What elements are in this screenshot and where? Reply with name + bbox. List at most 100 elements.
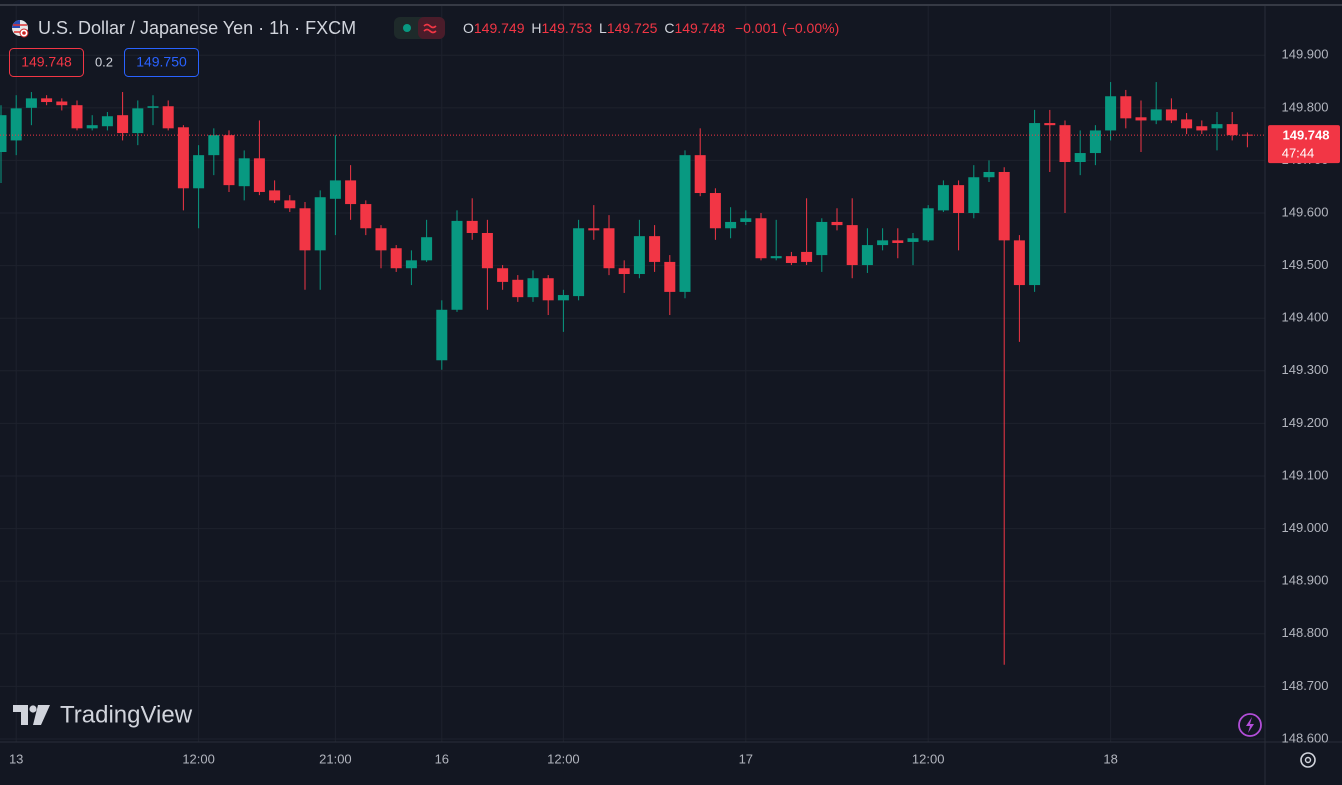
candle-body bbox=[10, 108, 22, 141]
candle-body bbox=[177, 127, 189, 189]
ohlc-letter: H bbox=[531, 20, 541, 36]
candle-body bbox=[208, 135, 220, 156]
candle-body bbox=[1150, 109, 1162, 121]
y-tick-label: 148.800 bbox=[1282, 625, 1329, 640]
x-tick-label: 12:00 bbox=[547, 751, 580, 766]
candle-body bbox=[573, 228, 585, 297]
candle-body bbox=[481, 232, 493, 269]
bid-box[interactable] bbox=[9, 48, 84, 77]
x-tick-label: 12:00 bbox=[182, 751, 215, 766]
candle-body bbox=[101, 116, 113, 127]
candle-body bbox=[725, 221, 737, 229]
x-tick-label: 16 bbox=[435, 751, 449, 766]
candle-body bbox=[907, 238, 919, 242]
candle-body bbox=[527, 278, 539, 298]
candle-body bbox=[603, 228, 615, 269]
candle-body bbox=[253, 158, 265, 192]
candle-body bbox=[861, 245, 873, 266]
candle-body bbox=[1089, 130, 1101, 154]
y-tick-label: 148.700 bbox=[1282, 678, 1329, 693]
candle-body bbox=[1120, 96, 1132, 119]
candle-body bbox=[892, 240, 904, 243]
candle-body bbox=[968, 177, 980, 214]
candle-body bbox=[1135, 117, 1147, 121]
ohlc-value: 149.749 bbox=[474, 20, 525, 36]
candle-body bbox=[0, 115, 7, 152]
candle-body bbox=[588, 228, 600, 231]
candle-body bbox=[557, 295, 569, 301]
candle-body bbox=[998, 171, 1010, 241]
ohlc-value: 149.725 bbox=[607, 20, 658, 36]
candle-body bbox=[1029, 123, 1041, 286]
candle-body bbox=[755, 218, 767, 259]
candle-body bbox=[633, 236, 645, 275]
candle-body bbox=[436, 309, 448, 361]
settings-button[interactable] bbox=[1300, 752, 1316, 768]
candle-body bbox=[284, 200, 296, 209]
status-pill bbox=[394, 17, 445, 39]
x-tick-label: 13 bbox=[9, 751, 23, 766]
candle-body bbox=[512, 279, 524, 298]
candle-body bbox=[299, 208, 311, 251]
x-tick-label: 17 bbox=[739, 751, 753, 766]
candle-body bbox=[56, 101, 68, 106]
candle-body bbox=[193, 155, 205, 189]
candle-body bbox=[922, 208, 934, 241]
candle-body bbox=[86, 125, 98, 129]
y-tick-label: 149.100 bbox=[1282, 467, 1329, 482]
y-tick-label: 148.600 bbox=[1282, 730, 1329, 745]
symbol-flag bbox=[12, 20, 29, 38]
candle-body bbox=[770, 256, 782, 259]
ohlc-change: −0.001 (−0.00%) bbox=[735, 20, 839, 36]
candle-body bbox=[785, 256, 797, 263]
brand-logo bbox=[13, 705, 50, 725]
candle-body bbox=[1241, 134, 1253, 136]
last-price-badge bbox=[1268, 125, 1340, 164]
candle-body bbox=[238, 158, 250, 187]
candle-body bbox=[709, 193, 721, 229]
candle-body bbox=[41, 98, 53, 103]
y-tick-label: 148.900 bbox=[1282, 573, 1329, 588]
candle-body bbox=[147, 106, 159, 108]
candle-body bbox=[117, 115, 129, 134]
candle-body bbox=[1059, 125, 1071, 162]
x-tick-label: 21:00 bbox=[319, 751, 352, 766]
candle-body bbox=[1211, 124, 1223, 129]
bid-price: 149.748 bbox=[21, 54, 72, 70]
candle-body bbox=[451, 220, 463, 310]
candle-body bbox=[664, 261, 676, 292]
y-tick-label: 149.500 bbox=[1282, 257, 1329, 272]
candle-body bbox=[360, 204, 372, 229]
candle-body bbox=[375, 228, 387, 251]
ohlc-letter: O bbox=[463, 20, 474, 36]
candle-body bbox=[618, 268, 630, 275]
ohlc-value: 149.748 bbox=[674, 20, 725, 36]
candle-body bbox=[831, 221, 843, 226]
candle-body bbox=[801, 251, 813, 262]
ohlc-letter: L bbox=[599, 20, 607, 36]
candle-body bbox=[405, 260, 417, 269]
y-tick-label: 149.900 bbox=[1282, 47, 1329, 62]
top-bar bbox=[0, 0, 1342, 6]
ask-box[interactable] bbox=[124, 48, 199, 77]
lightning-button[interactable] bbox=[1238, 713, 1262, 737]
x-tick-label: 12:00 bbox=[912, 751, 945, 766]
chart-title: U.S. Dollar / Japanese Yen · 1h · FXCM bbox=[38, 18, 356, 38]
candle-body bbox=[1181, 119, 1193, 129]
axes: 148.600 148.700 148.800 148.900 149.000 149.1… bbox=[9, 47, 1340, 766]
candle-body bbox=[1044, 123, 1056, 126]
candle-body bbox=[1196, 126, 1208, 131]
countdown: 47:44 bbox=[1282, 146, 1315, 161]
last-price-label: 149.748 bbox=[1283, 128, 1330, 143]
candle-body bbox=[694, 155, 706, 194]
candle-body bbox=[71, 105, 83, 129]
candle-body bbox=[1226, 124, 1238, 136]
candle-body bbox=[649, 236, 661, 262]
candle-body bbox=[983, 171, 995, 178]
candle-body bbox=[223, 135, 235, 186]
y-tick-label: 149.000 bbox=[1282, 520, 1329, 535]
candle-body bbox=[132, 108, 144, 134]
candle-body bbox=[877, 240, 889, 246]
